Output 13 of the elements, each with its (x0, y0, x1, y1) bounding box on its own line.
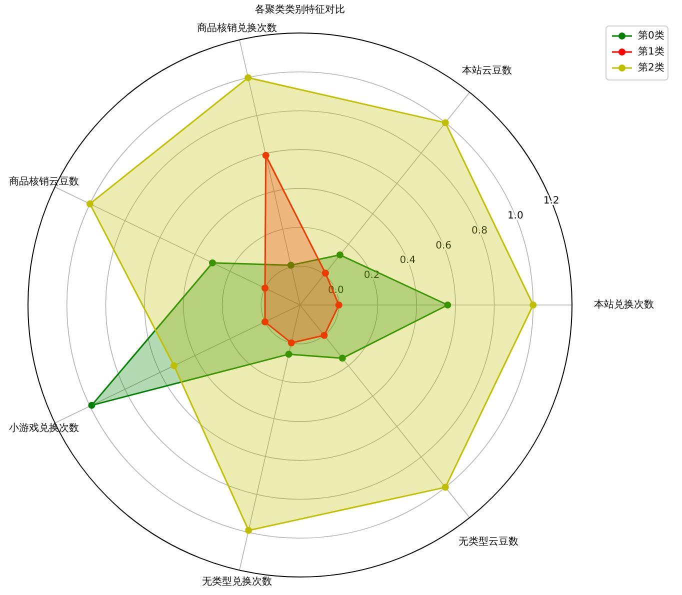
y-tick-label: 0.6 (436, 240, 452, 252)
spoke-label: 本站云豆数 (462, 64, 512, 77)
chart-title: 各聚类类别特征对比 (255, 4, 345, 16)
y-tick-label: 1.0 (507, 210, 524, 222)
spoke-label: 无类型云豆数 (458, 535, 519, 548)
legend-label: 第1类 (638, 46, 664, 58)
legend-label: 第0类 (638, 30, 664, 42)
y-tick-label: 0.4 (400, 255, 416, 266)
spoke-label: 无类型兑换次数 (202, 576, 272, 588)
spoke-label: 商品核销兑换次数 (196, 22, 277, 34)
y-tick-label: 0.8 (472, 225, 488, 236)
spoke-label: 本站兑换次数 (594, 298, 654, 311)
legend-label: 第2类 (638, 62, 664, 74)
